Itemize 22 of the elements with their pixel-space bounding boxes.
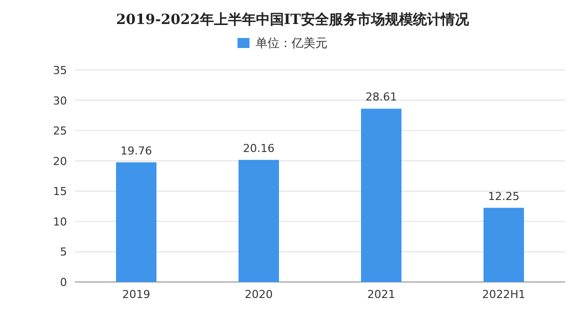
data-label: 19.76 bbox=[120, 144, 152, 158]
data-label: 20.16 bbox=[243, 142, 274, 155]
y-tick-label: 10 bbox=[53, 215, 67, 228]
y-tick-label: 5 bbox=[60, 246, 67, 259]
y-tick-label: 35 bbox=[53, 64, 67, 77]
x-tick-label: 2019 bbox=[122, 288, 150, 301]
chart-title: 2019-2022年上半年中国IT安全服务市场规模统计情况 bbox=[116, 11, 470, 28]
bar bbox=[361, 108, 402, 282]
y-tick-label: 0 bbox=[60, 276, 67, 289]
x-tick-label: 2021 bbox=[367, 288, 396, 301]
data-label: 28.61 bbox=[366, 90, 397, 104]
bar bbox=[116, 162, 156, 282]
bar bbox=[238, 160, 279, 282]
y-tick-label: 25 bbox=[53, 124, 67, 138]
x-tick-label: 2022H1 bbox=[482, 288, 526, 301]
legend-label: 单位：亿美元 bbox=[256, 36, 328, 50]
x-tick-label: 2020 bbox=[244, 288, 273, 301]
y-tick-label: 30 bbox=[53, 94, 67, 108]
y-tick-label: 15 bbox=[53, 185, 67, 198]
y-tick-label: 20 bbox=[53, 154, 67, 168]
bar bbox=[484, 208, 524, 282]
data-label: 12.25 bbox=[488, 190, 520, 203]
